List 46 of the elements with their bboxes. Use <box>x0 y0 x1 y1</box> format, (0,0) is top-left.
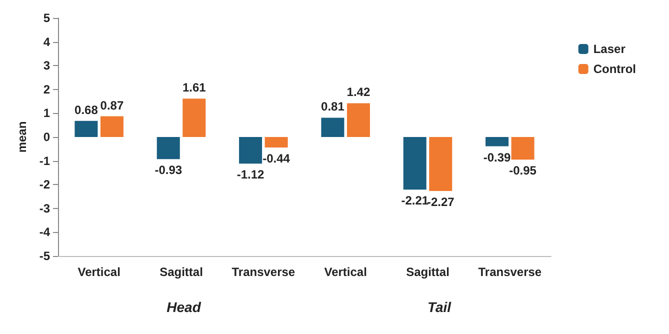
bar <box>74 120 98 137</box>
bar <box>486 137 509 146</box>
text: Head <box>166 299 202 315</box>
y-tick-label: 3 <box>43 58 50 73</box>
data-label: 0.68 <box>74 102 98 117</box>
bar <box>321 118 344 137</box>
data-label: -0.39 <box>483 150 512 164</box>
y-tick-label: 5 <box>43 11 50 25</box>
legend-label: Laser <box>593 42 626 56</box>
x-tick-label: Transverse <box>232 265 296 279</box>
bar <box>156 137 180 160</box>
y-axis-title: mean <box>15 121 29 153</box>
y-tick-label: 1 <box>43 106 50 120</box>
data-label: -1.12 <box>236 168 265 182</box>
x-tick-label: Vertical <box>78 265 120 279</box>
data-label: 0.81 <box>321 100 345 114</box>
data-label: -0.93 <box>154 163 182 178</box>
bar <box>429 137 452 192</box>
x-tick-label: Vertical <box>324 265 367 279</box>
data-label: -2.21 <box>401 194 429 208</box>
bar <box>264 137 288 148</box>
y-tick-label: -4 <box>39 225 50 240</box>
data-label: 1.61 <box>182 80 206 95</box>
y-tick-label: 2 <box>43 82 50 96</box>
bar <box>182 98 206 137</box>
data-label: -0.44 <box>262 151 290 166</box>
y-tick-label: -2 <box>39 178 50 192</box>
legend-label: Control <box>593 62 636 76</box>
y-tick-label: -1 <box>39 154 50 168</box>
x-tick-label: Sagittal <box>160 265 203 279</box>
y-tick-label: -3 <box>39 201 50 216</box>
bar <box>346 103 370 137</box>
bar <box>511 137 534 160</box>
data-label: -0.95 <box>509 164 537 178</box>
x-tick-label: Sagittal <box>406 265 450 279</box>
bar <box>239 137 262 164</box>
y-tick-label: 0 <box>43 130 50 144</box>
y-tick-label: 4 <box>43 34 50 49</box>
y-tick-label: -5 <box>39 249 50 263</box>
text: Tail <box>427 299 452 315</box>
data-label: -2.27 <box>426 195 455 210</box>
data-label: 0.87 <box>100 98 124 112</box>
bar <box>100 116 124 137</box>
data-label: 1.42 <box>346 85 370 100</box>
bar <box>403 137 426 190</box>
x-tick-label: Transverse <box>478 265 542 279</box>
